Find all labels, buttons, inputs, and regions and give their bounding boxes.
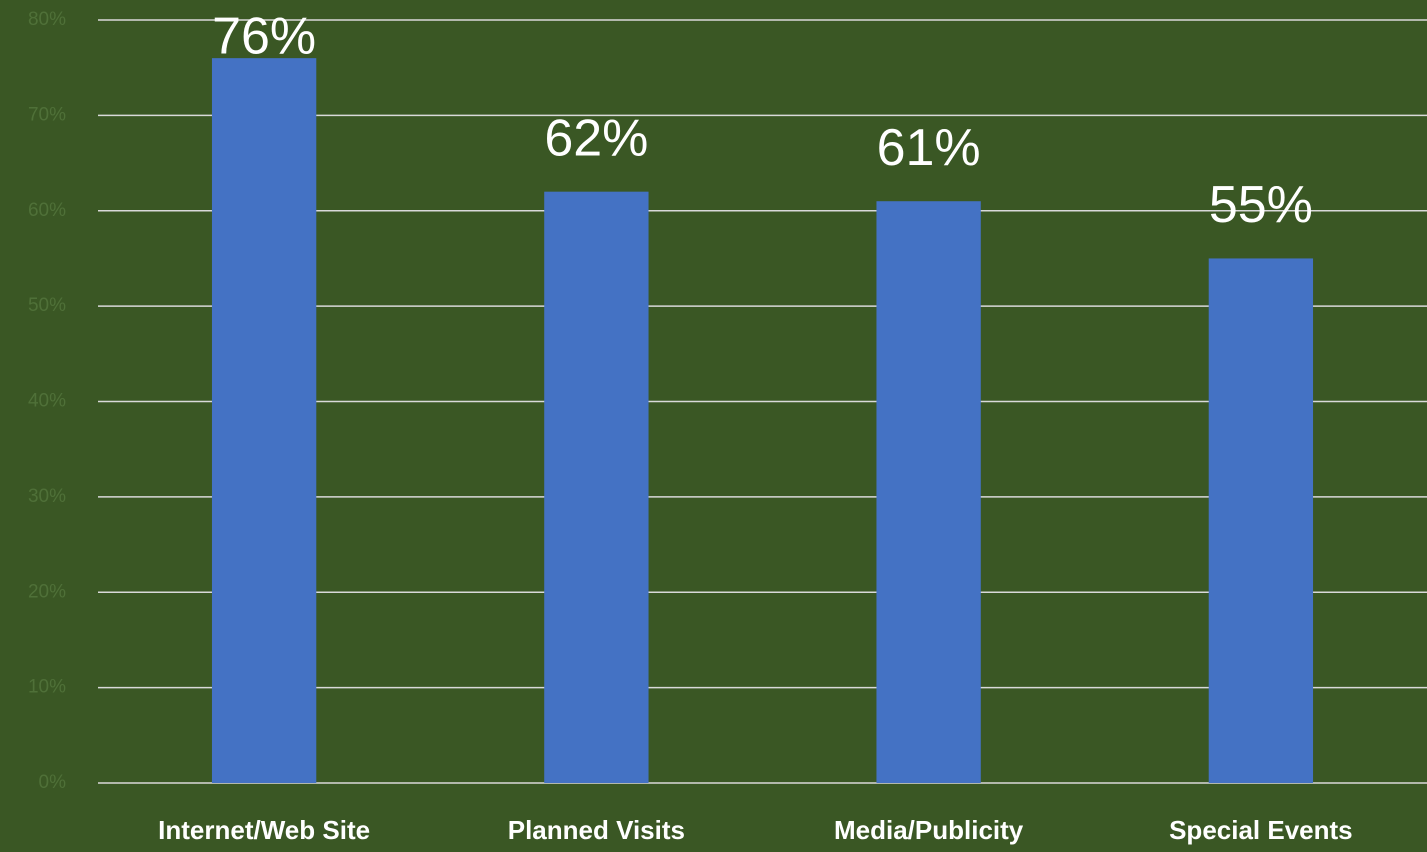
y-tick-label: 10% (28, 677, 66, 698)
x-tick-label: Planned Visits (508, 815, 685, 845)
x-tick-label: Internet/Web Site (158, 815, 370, 845)
bar (544, 191, 649, 784)
y-tick-label: 40% (28, 391, 66, 412)
x-tick-label: Media/Publicity (834, 815, 1024, 845)
y-tick-label: 60% (28, 200, 66, 221)
y-tick-label: 0% (39, 772, 67, 793)
y-tick-label: 80% (28, 9, 66, 30)
value-label: 76% (212, 8, 316, 66)
bar (211, 58, 317, 783)
y-tick-label: 20% (28, 581, 66, 602)
bar (1208, 258, 1314, 783)
y-tick-label: 30% (28, 486, 66, 507)
bar (876, 201, 981, 783)
y-tick-label: 50% (28, 295, 66, 316)
x-tick-label: Special Events (1169, 815, 1353, 845)
y-tick-label: 70% (28, 104, 66, 125)
value-label: 55% (1209, 176, 1313, 234)
value-label: 61% (877, 119, 981, 177)
value-label: 62% (544, 109, 648, 167)
